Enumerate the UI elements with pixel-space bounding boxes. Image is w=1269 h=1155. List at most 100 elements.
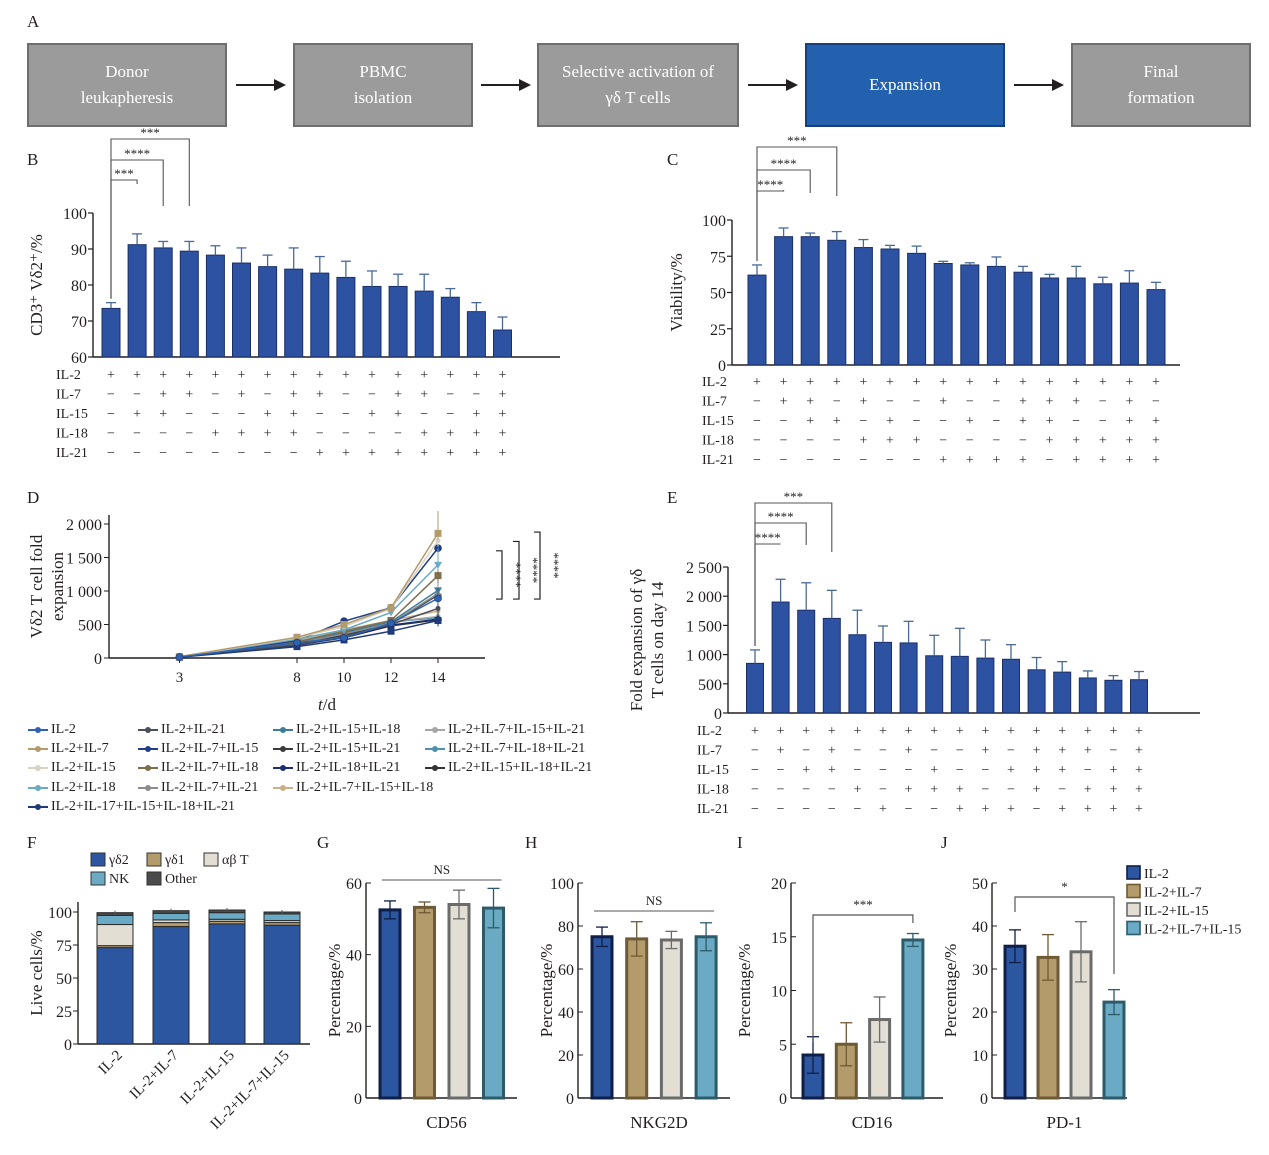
bar [362, 285, 382, 358]
bar [388, 285, 408, 358]
condition-symbol: − [446, 407, 454, 422]
condition-symbol: + [939, 375, 947, 390]
condition-symbol: + [1125, 375, 1133, 390]
legend-item: IL-2+IL-7+IL-15+IL-18 [273, 780, 433, 796]
condition-symbol: − [1007, 744, 1015, 759]
condition-symbol: − [420, 407, 428, 422]
condition-symbol: + [316, 446, 324, 461]
condition-symbol: + [1033, 763, 1041, 778]
condition-symbol: − [913, 453, 921, 468]
condition-symbol: + [930, 783, 938, 798]
condition-symbol: + [753, 375, 761, 390]
condition-symbol: + [1072, 453, 1080, 468]
condition-symbol: + [1033, 744, 1041, 759]
y-tick-label: 10 [771, 984, 787, 1001]
bar [659, 938, 683, 1100]
condition-symbol: + [420, 427, 428, 442]
y-tick-label: 20 [558, 1048, 574, 1065]
legend-label: IL-2+IL-7+IL-15+IL-21 [448, 722, 586, 737]
condition-symbol: − [342, 388, 350, 403]
condition-symbol: + [420, 368, 428, 383]
bar [986, 265, 1006, 366]
bar [925, 655, 944, 714]
condition-symbol: + [1072, 434, 1080, 449]
condition-row-label: IL-15 [702, 414, 734, 429]
condition-symbol: + [316, 368, 324, 383]
legend-label: IL-2+IL-7 [1144, 886, 1202, 901]
legend-item: IL-2+IL-7+IL-18+IL-21 [425, 741, 585, 757]
condition-symbol: − [802, 744, 810, 759]
condition-symbol: + [1109, 724, 1117, 739]
bar [413, 905, 436, 1100]
legend-label: Other [165, 872, 197, 887]
condition-symbol: + [1099, 375, 1107, 390]
y-tick-label: 60 [558, 962, 574, 979]
significance-bracket [754, 502, 833, 646]
legend-item: IL-2+IL-15+IL-18+IL-21 [425, 760, 592, 776]
bar [127, 244, 147, 358]
condition-symbol: − [1046, 453, 1054, 468]
bar [771, 601, 790, 714]
condition-symbol: + [853, 724, 861, 739]
bar [774, 236, 794, 366]
condition-symbol: + [956, 802, 964, 817]
condition-symbol: + [905, 744, 913, 759]
condition-symbol: + [264, 407, 272, 422]
data-point [175, 653, 184, 661]
condition-symbol: + [185, 368, 193, 383]
bar [976, 657, 995, 714]
condition-symbol: − [939, 414, 947, 429]
y-tick-label: 1 000 [686, 648, 722, 665]
condition-symbol: + [1109, 783, 1117, 798]
condition-symbol: − [833, 434, 841, 449]
y-axis-label: CD3⁺ Vδ2⁺/% [27, 234, 46, 336]
legend-swatch-icon [146, 852, 162, 867]
condition-symbol: − [159, 427, 167, 442]
condition-symbol: − [981, 763, 989, 778]
chart-e-fold-expansion-day14: 0 500 1 000 1 500 2 000 2 500 Fold expansion o… [627, 489, 1200, 817]
legend-swatch-icon [273, 782, 293, 794]
data-point [387, 627, 395, 635]
y-tick-label: 10 [972, 1048, 988, 1065]
condition-row-label: IL-15 [697, 763, 729, 778]
condition-symbol: − [472, 388, 480, 403]
flow-step-donor-leukapheresis: Donor leukapheresis [27, 43, 227, 127]
legend-item: IL-2+IL-7+IL-15 [138, 741, 258, 757]
bar [232, 262, 251, 358]
condition-symbol: + [930, 724, 938, 739]
condition-symbol: + [394, 388, 402, 403]
condition-symbol: − [806, 453, 814, 468]
condition-symbol: − [238, 446, 246, 461]
condition-symbol: − [185, 427, 193, 442]
significance-label: *** [787, 133, 807, 148]
bar [1078, 677, 1097, 714]
condition-symbol: + [981, 744, 989, 759]
condition-symbol: − [107, 427, 115, 442]
legend-swatch-icon [273, 743, 293, 755]
condition-symbol: − [939, 434, 947, 449]
condition-symbol: − [879, 763, 887, 778]
legend-item: IL-2+IL-17+IL-15+IL-18+IL-21 [28, 799, 235, 815]
condition-symbol: + [913, 434, 921, 449]
data-point [340, 626, 348, 634]
legend-swatch-icon [425, 743, 445, 755]
condition-symbol: + [1033, 724, 1041, 739]
significance-label: **** [768, 509, 794, 524]
x-axis-label: CD56 [426, 1113, 467, 1132]
condition-symbol: + [1084, 744, 1092, 759]
legend-swatch-icon [1126, 883, 1141, 899]
panel-letter-h: H [525, 833, 538, 852]
condition-symbol: + [777, 724, 785, 739]
bar [258, 266, 278, 358]
condition-symbol: − [185, 446, 193, 461]
condition-symbol: + [133, 368, 141, 383]
data-point [293, 638, 301, 647]
legend-item: IL-2+IL-15+IL-18 [273, 722, 400, 738]
condition-symbol: + [1084, 724, 1092, 739]
condition-symbol: − [368, 427, 376, 442]
legend-label: IL-2+IL-7 [51, 741, 109, 757]
condition-symbol: − [886, 453, 894, 468]
legend-label: NK [109, 872, 129, 887]
significance-bracket [534, 531, 541, 600]
bar [746, 662, 764, 714]
